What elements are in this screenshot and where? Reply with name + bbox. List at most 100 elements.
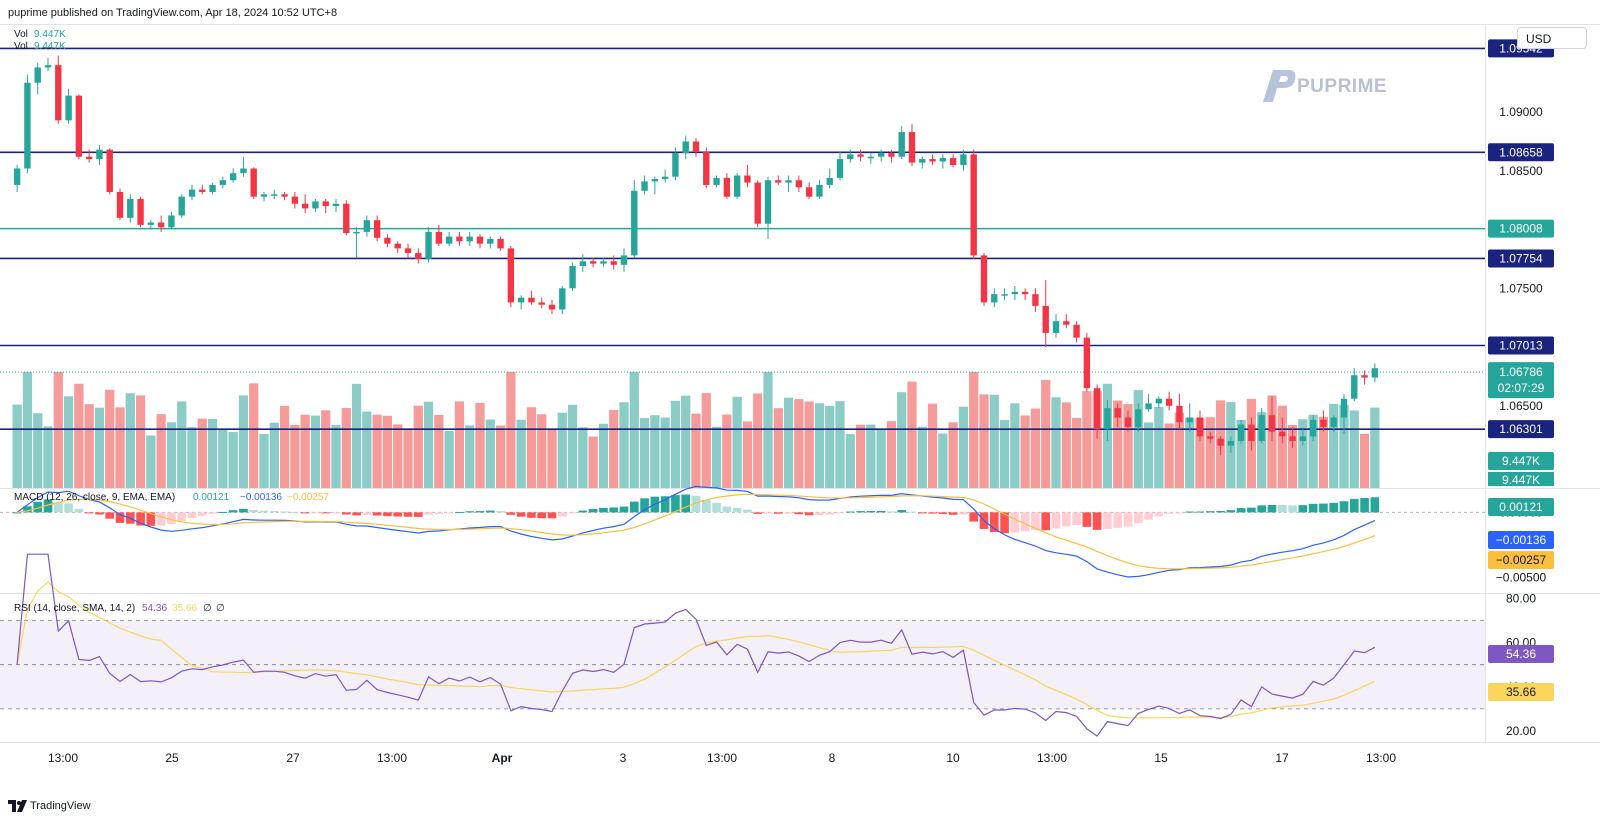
candle-body — [1032, 294, 1039, 306]
candle-body — [1145, 403, 1152, 410]
volume-bar — [351, 383, 362, 488]
candle-body — [1063, 321, 1070, 325]
candle-body — [394, 243, 401, 249]
candle-body — [240, 168, 247, 174]
volume-bar — [753, 393, 763, 488]
volume-bar — [495, 425, 506, 488]
candle-body — [157, 222, 165, 228]
time-axis[interactable]: 13:00 25 27 13:00 Apr 3 13:00 8 10 13:00 15 17 13:00 — [48, 751, 1396, 765]
candle-body — [250, 168, 257, 197]
candle-body — [476, 236, 484, 244]
macd-histogram-bar — [1226, 510, 1236, 513]
candle-body — [857, 154, 864, 157]
macd-histogram-bar — [876, 510, 886, 513]
macd-histogram-bar — [300, 512, 310, 514]
candle-body — [85, 156, 93, 160]
currency-selector[interactable]: USD — [1517, 27, 1587, 49]
candle-body — [1299, 436, 1307, 442]
macd-histogram-bar — [167, 512, 176, 524]
time-tick-label: 13:00 — [1037, 751, 1067, 765]
macd-histogram-bar — [1205, 511, 1215, 513]
candle-body — [1011, 291, 1019, 295]
volume-bar — [1061, 402, 1071, 488]
candle-body — [507, 248, 515, 303]
volume-bar — [1051, 397, 1061, 488]
macd-histogram-bar — [712, 502, 721, 513]
rsi-pane — [0, 553, 1485, 737]
legends: Vol 9.447K Vol 9.447K MACD (12, 26, close, 9… — [14, 29, 329, 614]
macd-title: MACD (12, 26, close, 9, EMA, EMA) — [14, 492, 175, 503]
macd-histogram-bar — [496, 510, 505, 513]
volume-bar — [681, 395, 691, 488]
macd-histogram-bar — [1339, 501, 1349, 513]
footer: TradingView — [0, 795, 1600, 819]
macd-histogram-bar — [1298, 505, 1308, 513]
macd-histogram-bar — [331, 512, 341, 514]
rsi-ma-line — [16, 581, 1376, 719]
candle-body — [631, 190, 638, 256]
candle-body — [415, 253, 422, 259]
vol-legend-value: 9.447K — [34, 41, 66, 52]
volume-bar — [1030, 408, 1041, 488]
candle-body — [651, 179, 659, 182]
macd-histogram-bar — [105, 512, 115, 519]
volume-bar — [444, 431, 454, 488]
volume-bar — [1174, 412, 1185, 488]
volume-bar — [1370, 407, 1380, 488]
candle-body — [929, 159, 936, 162]
macd-histogram-bar — [691, 495, 701, 513]
volume-bar — [835, 401, 845, 488]
volume-value-2-bg — [1488, 472, 1554, 486]
macd-histogram-bar — [1041, 512, 1051, 531]
macd-histogram-bar — [825, 512, 835, 515]
price-axis[interactable]: 1.090001.085001.075001.065001.060001.095… — [1488, 39, 1554, 738]
chart-canvas[interactable]: 1.090001.085001.075001.065001.060001.095… — [0, 0, 1600, 795]
macd-histogram-bar — [1195, 511, 1205, 513]
candle-body — [425, 231, 432, 259]
level-price-label-bg — [1488, 420, 1554, 439]
candle-body — [1258, 415, 1265, 442]
vol-legend-name: Vol — [14, 29, 28, 40]
macd-histogram-bar — [156, 512, 166, 526]
macd-histogram-bar — [280, 511, 289, 513]
candle-body — [384, 237, 391, 244]
candle-body — [877, 153, 885, 157]
candle-body — [322, 201, 329, 207]
candle-body — [713, 177, 720, 185]
volume-bar — [310, 415, 321, 488]
candle-body — [1351, 375, 1358, 399]
macd-histogram-bar — [1010, 512, 1020, 533]
macd-histogram-bar — [804, 512, 814, 516]
candle-body — [1104, 408, 1111, 430]
macd-histogram-bar — [1092, 512, 1102, 530]
macd-signal-line — [17, 493, 1376, 570]
candle-body — [271, 194, 278, 196]
volume-bar — [372, 414, 382, 488]
candle-body — [343, 203, 350, 234]
macd-histogram-bar — [12, 512, 22, 514]
level-price-label: 1.06301 — [1499, 422, 1543, 436]
candle-body — [1176, 405, 1183, 423]
volume-bar — [1010, 403, 1020, 488]
price-tick-label: 1.09000 — [1499, 105, 1543, 119]
volume-bar — [794, 399, 804, 488]
macd-histogram-bar — [239, 508, 248, 513]
macd-histogram-bar — [1267, 504, 1277, 513]
macd-histogram-bar — [527, 512, 536, 518]
volume-bar — [958, 406, 969, 488]
horizontal-levels[interactable] — [0, 47, 1485, 430]
macd-histogram-bar — [1000, 512, 1009, 534]
candle-body — [898, 132, 905, 157]
volume-bar — [197, 418, 207, 488]
macd-histogram-bar — [403, 512, 413, 517]
candle-body — [1042, 305, 1049, 333]
macd-histogram-bar — [475, 511, 485, 513]
candle-body — [1001, 294, 1008, 296]
macd-value-label-bg — [1488, 531, 1554, 549]
candle-body — [1237, 424, 1245, 442]
candle-body — [445, 236, 453, 244]
macd-histogram-bar — [43, 499, 53, 513]
macd-legend-value: −0.00136 — [240, 492, 282, 503]
macd-histogram-bar — [640, 498, 649, 513]
macd-histogram-bar — [1072, 512, 1081, 526]
